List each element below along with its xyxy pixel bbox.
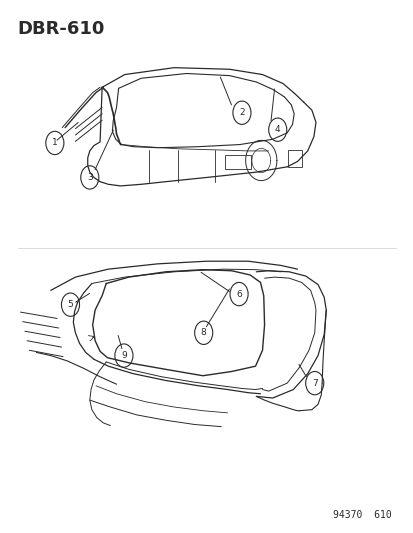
Text: DBR-610: DBR-610 <box>18 20 105 38</box>
Text: 5: 5 <box>67 300 73 309</box>
Text: 7: 7 <box>311 378 317 387</box>
Text: 3: 3 <box>87 173 93 182</box>
Text: 94370  610: 94370 610 <box>332 510 391 520</box>
Text: 2: 2 <box>239 108 244 117</box>
Text: 1: 1 <box>52 139 57 148</box>
Text: 4: 4 <box>274 125 280 134</box>
Text: 9: 9 <box>121 351 126 360</box>
Text: 8: 8 <box>200 328 206 337</box>
Text: 6: 6 <box>236 289 241 298</box>
